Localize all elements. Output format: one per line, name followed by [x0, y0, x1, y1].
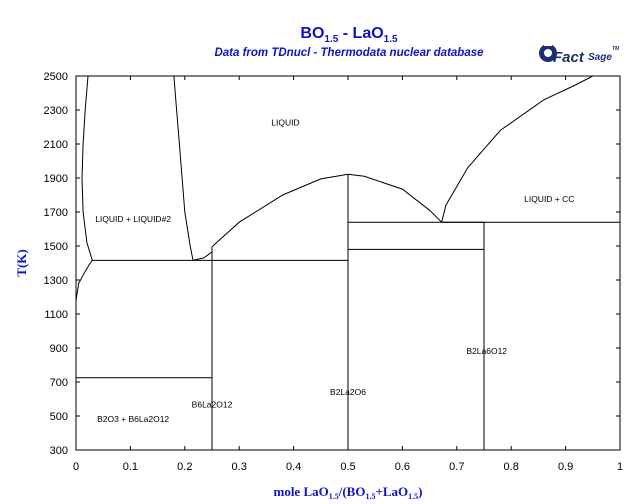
region-label: B2La2O6 — [330, 387, 366, 397]
x-axis-title: mole LaO1.5/(BO1.5+LaO1.5) — [273, 484, 422, 501]
y-tick-label: 1300 — [44, 275, 68, 287]
x-tick-label: 0.3 — [232, 461, 247, 473]
y-tick-label: 900 — [50, 343, 68, 355]
region-label: B2La6O12 — [466, 346, 507, 356]
y-tick-label: 700 — [50, 377, 68, 389]
y-tick-label: 2500 — [44, 71, 68, 83]
phase-boundaries — [75, 75, 620, 450]
y-tick-label: 1700 — [44, 207, 68, 219]
x-tick-label: 0.1 — [123, 461, 138, 473]
y-tick-label: 2300 — [44, 105, 68, 117]
logo-text-sage: Sage — [588, 52, 612, 63]
x-tick-label: 0.7 — [449, 461, 464, 473]
y-tick-label: 1900 — [44, 173, 68, 185]
phase-boundary-liquidus-middle — [211, 173, 442, 248]
phase-boundary-miscibility-right — [173, 75, 194, 261]
y-tick-label: 2100 — [44, 139, 68, 151]
y-tick-label: 1500 — [44, 241, 68, 253]
x-tick-label: 0.8 — [504, 461, 519, 473]
chart-title: BO1.5 - LaO1.5 — [300, 25, 398, 45]
x-tick-label: 0.6 — [395, 461, 410, 473]
x-tick-label: 0.4 — [286, 461, 301, 473]
y-tick-label: 300 — [50, 445, 68, 457]
x-tick-label: 0.2 — [177, 461, 192, 473]
region-label: B6La2O12 — [192, 400, 233, 410]
x-tick-label: 0.5 — [340, 461, 355, 473]
phase-boundary-miscibility-left — [75, 75, 93, 301]
x-tick-label: 1 — [617, 461, 623, 473]
region-label: LIQUID + LIQUID#2 — [95, 214, 171, 224]
phase-boundary-liquidus-right — [441, 75, 594, 223]
logo-trademark: TM — [612, 46, 620, 52]
axis-ticks: 0 0.1 0.2 0.3 0.4 0.5 0.6 0.7 0.8 0.9 1 2500 2300 210… — [44, 71, 624, 473]
region-label: B2O3 + B6La2O12 — [97, 414, 169, 424]
y-tick-label: 1100 — [44, 309, 68, 321]
chart-subtitle: Data from TDnucl - Thermodata nuclear da… — [214, 47, 484, 59]
phase-region-labels: LIQUID LIQUID + LIQUID#2 LIQUID + CC B2La6O… — [95, 117, 574, 424]
logo-text-fact: Fact — [553, 49, 585, 66]
x-tick-label: 0.9 — [558, 461, 573, 473]
x-tick-label: 0 — [73, 461, 79, 473]
factsage-logo: Fact Sage TM — [539, 42, 620, 66]
y-tick-label: 500 — [50, 411, 68, 423]
y-axis-title: T(K) — [14, 249, 29, 276]
region-label: LIQUID — [271, 117, 299, 127]
region-label: LIQUID + CC — [524, 194, 574, 204]
logo-mark — [539, 42, 557, 62]
phase-boundary-liquidus-segment — [192, 251, 213, 261]
